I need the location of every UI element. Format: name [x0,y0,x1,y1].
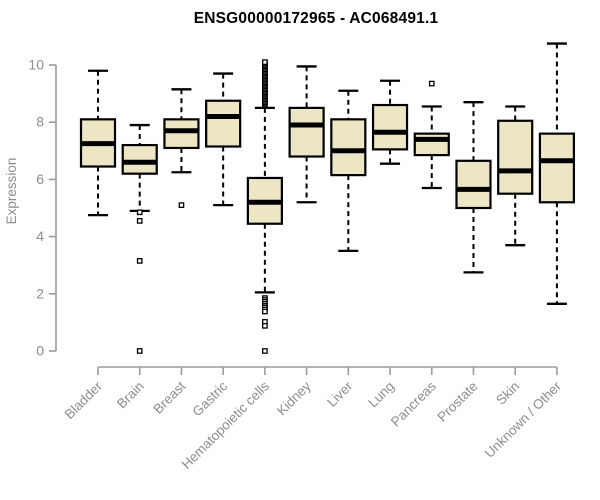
x-tick-label: Kidney [274,378,314,418]
x-tick-label: Prostate [434,379,480,425]
box-group-unknown-other [538,42,576,305]
x-tick-label: Brain [114,379,147,412]
box-group-gastric [205,72,242,207]
iqr-box [413,132,450,157]
box-group-pancreas [413,80,450,190]
iqr-box [330,118,367,177]
box-group-hematopoietic-cells [246,59,283,354]
outlier-point [262,59,268,65]
x-tick-label: Skin [493,379,522,408]
iqr-box [205,99,242,148]
iqr-box [497,119,534,195]
box-group-breast [163,88,200,208]
iqr-box [121,143,158,175]
iqr-box [455,159,492,210]
box-group-kidney [288,65,325,204]
chart-title: ENSG00000172965 - AC068491.1 [193,10,439,27]
x-tick-label: Bladder [62,378,106,422]
box-group-prostate [455,101,492,274]
box-group-bladder [79,69,117,217]
outlier-point [262,348,268,354]
outlier-point [136,348,143,354]
iqr-box [288,106,325,158]
y-tick-label: 8 [36,114,44,130]
outlier-point [428,80,435,87]
outlier-point [136,209,143,216]
outlier-point [262,308,268,315]
y-tick-label: 2 [36,285,44,301]
iqr-box [538,132,576,204]
box-group-skin [497,105,534,247]
y-axis-title: Expression [4,158,19,225]
y-axis: 0 2 4 6 8 10 Expression [4,57,57,359]
x-tick-label: Liver [324,378,356,410]
box-group-liver [330,89,367,253]
x-tick-label: Breast [150,378,188,416]
y-tick-label: 10 [28,57,44,73]
y-tick-label: 0 [36,343,44,359]
box-group-lung [371,79,409,165]
outlier-point [136,258,143,264]
outlier-point [262,322,268,329]
outlier-point [136,218,143,224]
iqr-box [163,118,200,150]
outlier-point [178,202,185,208]
x-tick-label: Pancreas [388,378,439,429]
iqr-box [371,103,409,151]
box-group-brain [121,123,158,354]
y-tick-label: 4 [36,228,44,244]
x-tick-label: Lung [365,379,397,411]
x-tick-label: Unknown / Other [482,378,565,461]
y-tick-label: 6 [36,171,44,187]
x-tick-label: Gastric [189,378,230,419]
